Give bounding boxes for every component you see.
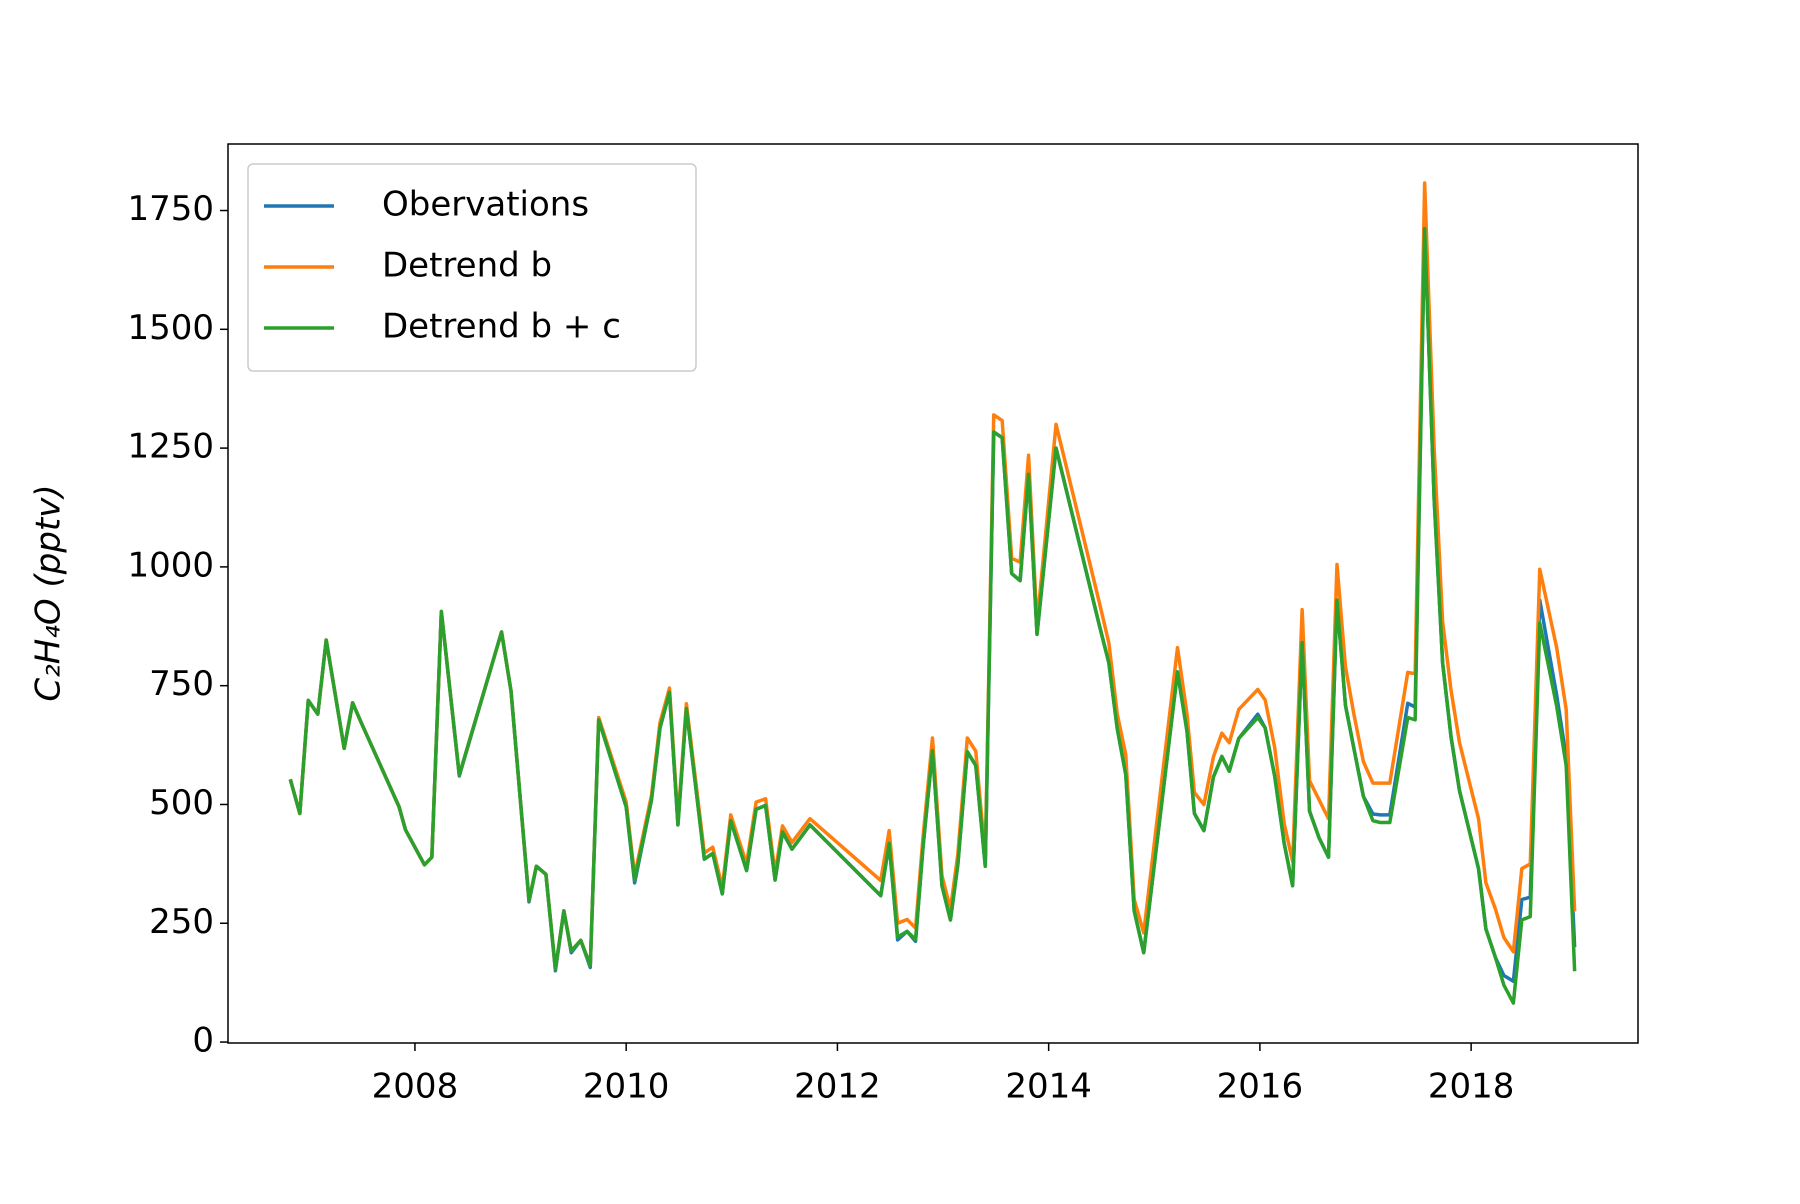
- y-tick-label: 250: [149, 902, 214, 942]
- y-tick-label: 1750: [127, 189, 214, 229]
- legend-label: Obervations: [382, 185, 589, 225]
- series-line: [288, 226, 1577, 1005]
- x-tick-label: 2010: [583, 1067, 670, 1107]
- legend-label: Detrend b: [382, 246, 552, 286]
- x-tick-label: 2008: [372, 1067, 459, 1107]
- legend-label: Detrend b + c: [382, 307, 621, 347]
- y-tick-label: 0: [192, 1021, 214, 1061]
- y-tick-label: 1000: [127, 545, 214, 585]
- x-tick-label: 2016: [1217, 1067, 1304, 1107]
- y-tick-label: 1250: [127, 427, 214, 467]
- legend-box: [247, 163, 697, 372]
- x-tick-label: 2014: [1005, 1067, 1092, 1107]
- y-tick-label: 500: [149, 783, 214, 823]
- x-tick-label: 2018: [1428, 1067, 1515, 1107]
- y-tick-label: 1500: [127, 308, 214, 348]
- y-axis-label: C₂H₄O (pptv): [29, 484, 69, 701]
- y-tick-label: 750: [149, 664, 214, 704]
- x-tick-label: 2012: [794, 1067, 881, 1107]
- plot-frame: [227, 143, 1639, 1044]
